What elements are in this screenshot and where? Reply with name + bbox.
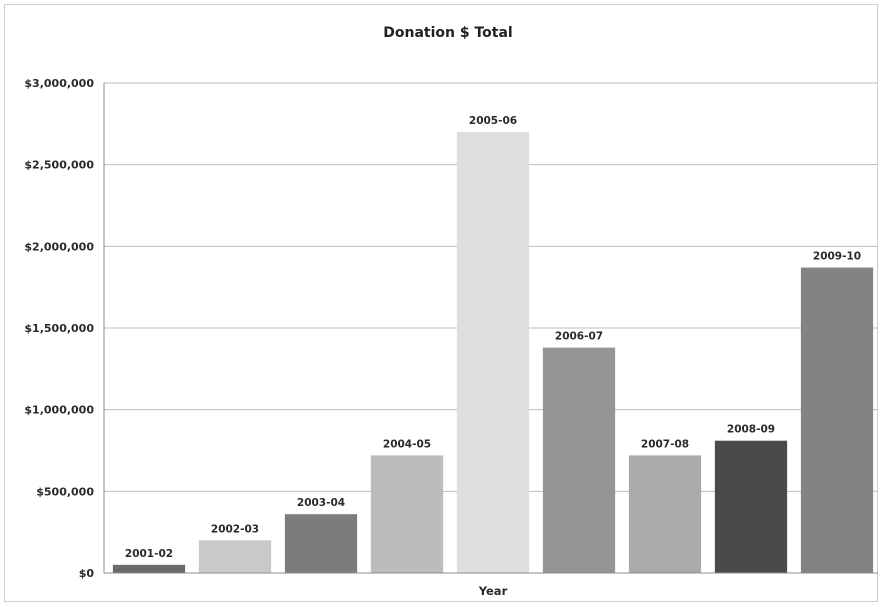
- y-tick-label: $3,000,000: [24, 77, 94, 90]
- bar-data-label: 2008-09: [727, 424, 775, 436]
- y-tick-label: $2,500,000: [24, 159, 94, 172]
- y-axis-tick-labels: $0 $500,000 $1,000,000 $1,500,000 $2,000,000…: [24, 77, 94, 580]
- bar-data-label: 2005-06: [469, 115, 517, 127]
- bar-data-label: 2007-08: [641, 438, 689, 450]
- bars: [112, 132, 874, 573]
- chart-title: Donation $ Total: [383, 25, 512, 41]
- bar-data-label: 2004-05: [383, 438, 431, 450]
- bar-2009-10: [800, 267, 874, 573]
- y-tick-label: $500,000: [36, 485, 94, 498]
- bar-2004-05: [370, 455, 444, 573]
- y-tick-label: $0: [79, 567, 95, 580]
- y-tick-label: $1,500,000: [24, 322, 94, 335]
- bar-2003-04: [284, 514, 358, 573]
- bar-2008-09: [714, 440, 788, 573]
- bar-data-label: 2002-03: [211, 523, 259, 535]
- bar-2005-06: [456, 132, 530, 573]
- bar-data-labels: 2001-02 2002-03 2003-04 2004-05 2005-06 2006-…: [125, 115, 861, 560]
- bar-data-label: 2009-10: [813, 251, 861, 263]
- y-tick-label: $1,000,000: [24, 404, 94, 417]
- bar-data-label: 2003-04: [297, 497, 345, 509]
- x-axis-title: Year: [478, 584, 508, 598]
- bar-2007-08: [628, 455, 702, 573]
- bar-2001-02: [112, 564, 186, 573]
- bar-data-label: 2001-02: [125, 548, 173, 560]
- bar-data-label: 2006-07: [555, 331, 603, 343]
- bar-2006-07: [542, 347, 616, 573]
- bar-2002-03: [198, 540, 272, 573]
- y-tick-label: $2,000,000: [24, 240, 94, 253]
